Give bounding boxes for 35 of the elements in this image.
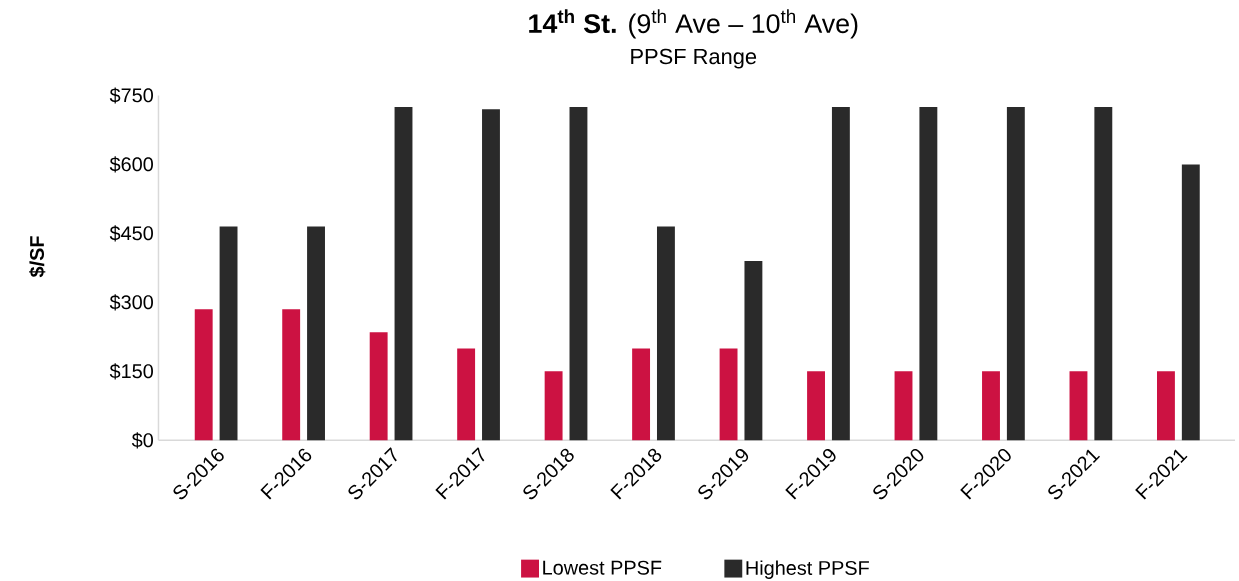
bar <box>919 107 938 441</box>
y-tick-label: $450 <box>109 225 153 242</box>
bar <box>457 348 476 441</box>
legend-label: Highest PPSF <box>746 560 869 580</box>
bar <box>369 332 388 441</box>
y-tick-label: $600 <box>109 156 153 173</box>
bar <box>1006 107 1025 441</box>
bar <box>831 107 850 441</box>
bar <box>1181 164 1200 441</box>
bar <box>719 348 738 441</box>
bar <box>1094 107 1113 441</box>
bar <box>982 371 1000 441</box>
y-tick-label: $150 <box>109 363 153 380</box>
y-tick-label: $0 <box>131 432 153 449</box>
chart-subtitle: PPSF Range <box>631 48 757 69</box>
bar <box>894 371 913 441</box>
y-tick-label: $750 <box>109 87 153 104</box>
bar <box>482 109 500 441</box>
y-axis-title: $/SF <box>29 236 46 278</box>
bar <box>632 348 651 441</box>
bar <box>282 309 301 441</box>
bar <box>394 107 413 441</box>
bar <box>544 371 563 441</box>
legend-label: Lowest PPSF <box>543 560 662 575</box>
bar <box>219 226 238 441</box>
bar <box>744 261 763 441</box>
bar <box>1069 371 1088 441</box>
y-tick-label: $300 <box>109 294 153 311</box>
bar <box>194 309 213 441</box>
bar <box>307 226 325 441</box>
bar <box>807 371 825 441</box>
bar <box>1157 371 1175 441</box>
chart-title: 14$^{th}$ St. (9$^{th}$ Ave – 10$^{th}$ Ave) <box>529 9 858 39</box>
bar <box>569 107 588 441</box>
bar <box>656 226 675 441</box>
